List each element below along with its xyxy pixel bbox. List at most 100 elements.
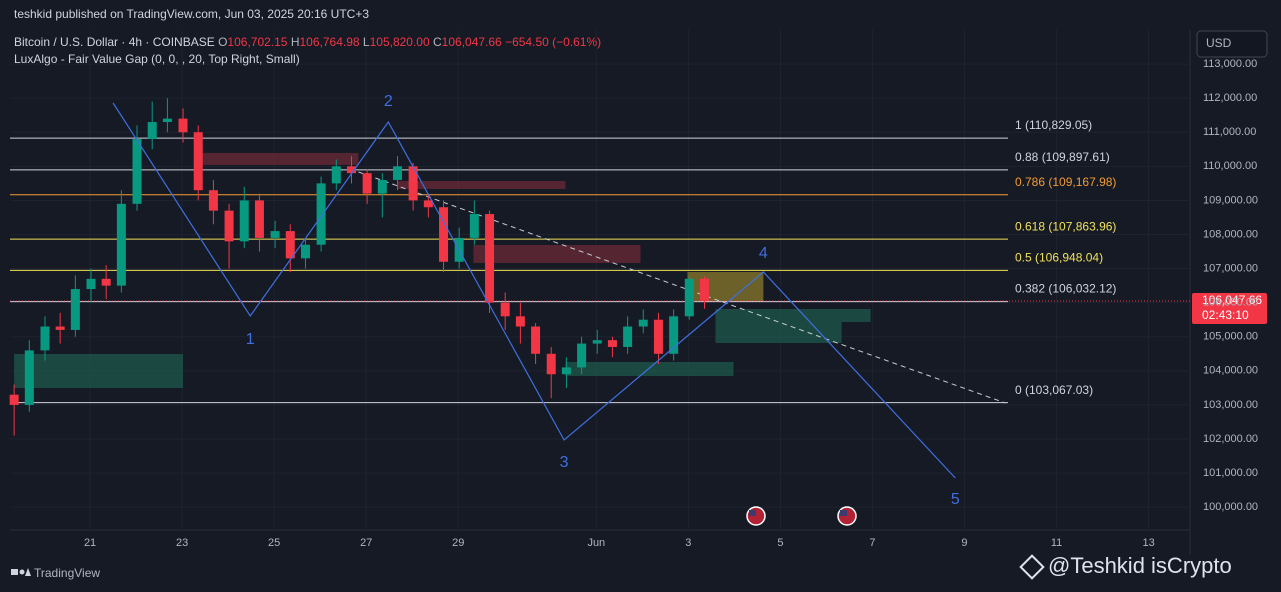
published-line: teshkid published on TradingView.com, Ju… bbox=[14, 7, 370, 21]
fib-label: 0.618 (107,863.96) bbox=[1015, 219, 1116, 233]
event-flag[interactable] bbox=[837, 506, 857, 526]
ohlc-value: 106,047.66 bbox=[441, 35, 502, 49]
candle-body bbox=[423, 200, 433, 208]
candle-body bbox=[331, 166, 341, 184]
y-tick-label: 104,000.00 bbox=[1203, 365, 1258, 377]
x-tick-label: 29 bbox=[452, 537, 464, 549]
candle-body bbox=[638, 319, 648, 327]
candle-body bbox=[623, 326, 633, 347]
symbol: Bitcoin / U.S. Dollar · 4h · COINBASE bbox=[14, 35, 215, 49]
y-tick-label: 102,000.00 bbox=[1203, 433, 1258, 445]
grid bbox=[10, 30, 1190, 530]
ohlc-key: C bbox=[433, 35, 442, 49]
candle-body bbox=[316, 183, 326, 245]
symbol-line: Bitcoin / U.S. Dollar · 4h · COINBASE O 1… bbox=[14, 35, 601, 49]
fvg-zone bbox=[197, 152, 359, 165]
fib-label: 0.786 (109,167.98) bbox=[1015, 175, 1116, 189]
ohlc-key: L bbox=[362, 35, 370, 49]
candle-body bbox=[300, 244, 310, 259]
currency-button[interactable] bbox=[1196, 30, 1268, 58]
fvg-zone bbox=[565, 362, 734, 377]
candle-body bbox=[346, 166, 356, 174]
fib-label: 0.5 (106,948.04) bbox=[1015, 251, 1103, 265]
y-tick-label: 106,000.00 bbox=[1203, 297, 1258, 309]
y-tick-label: 105,000.00 bbox=[1203, 331, 1258, 343]
x-tick-label: 7 bbox=[869, 537, 875, 549]
candle-body bbox=[254, 200, 264, 238]
candle-body bbox=[101, 278, 111, 286]
x-tick-label: 25 bbox=[268, 537, 280, 549]
ohlc-key: H bbox=[290, 35, 300, 49]
wave-line bbox=[112, 102, 956, 479]
candle-body bbox=[40, 326, 50, 351]
wave-label: 3 bbox=[560, 454, 569, 471]
candle-body bbox=[515, 316, 525, 327]
y-tick-label: 110,000.00 bbox=[1203, 160, 1257, 172]
candle-body bbox=[208, 190, 218, 211]
candle-body bbox=[592, 340, 602, 344]
candle-body bbox=[178, 118, 188, 133]
y-tick-label: 107,000.00 bbox=[1203, 262, 1258, 274]
y-tick-label: 101,000.00 bbox=[1203, 467, 1258, 479]
candle-body bbox=[469, 214, 479, 238]
x-tick-label: 23 bbox=[176, 537, 188, 549]
fib-label: 0 (103,067.03) bbox=[1015, 383, 1093, 397]
candle-body bbox=[561, 367, 571, 375]
tradingview-logo bbox=[11, 568, 31, 576]
x-tick-label: 27 bbox=[360, 537, 372, 549]
candle-body bbox=[239, 200, 249, 242]
event-flag[interactable] bbox=[746, 506, 766, 526]
fib-label: 1 (110,829.05) bbox=[1015, 118, 1092, 132]
x-tick-label: 3 bbox=[685, 537, 691, 549]
candle-body bbox=[55, 326, 65, 330]
fvg-zone bbox=[687, 271, 764, 302]
wave-label: 4 bbox=[759, 245, 768, 262]
ohlc-value: 106,764.98 bbox=[299, 35, 360, 49]
indicator-line: LuxAlgo - Fair Value Gap (0, 0, , 20, To… bbox=[14, 52, 300, 66]
y-tick-label: 108,000.00 bbox=[1203, 228, 1258, 240]
y-tick-label: 113,000.00 bbox=[1203, 58, 1257, 70]
candle-body bbox=[362, 173, 372, 194]
candle-body bbox=[224, 210, 234, 242]
candle-body bbox=[485, 214, 495, 303]
x-tick-label: 21 bbox=[84, 537, 96, 549]
candle-body bbox=[193, 132, 203, 191]
fvg-zone bbox=[397, 180, 566, 189]
fvg-zone bbox=[473, 244, 641, 263]
plot: 1 (110,829.05) 0.88 (109,897.61) 0.786 (10… bbox=[9, 93, 1190, 508]
fvg-zone bbox=[14, 353, 184, 388]
change: −654.50 (−0.61%) bbox=[505, 35, 602, 49]
y-tick-label: 103,000.00 bbox=[1203, 399, 1258, 411]
candle-body bbox=[684, 278, 694, 317]
candle-body bbox=[531, 326, 541, 354]
candle-body bbox=[439, 207, 449, 262]
x-tick-label: 9 bbox=[961, 537, 967, 549]
wave-label: 5 bbox=[951, 491, 960, 508]
wave-label: 2 bbox=[384, 93, 393, 110]
candle-body bbox=[147, 122, 157, 140]
ohlc-value: 105,820.00 bbox=[369, 35, 430, 49]
candle-body bbox=[70, 289, 80, 330]
y-tick-label: 100,000.00 bbox=[1203, 501, 1258, 513]
candle-body bbox=[607, 340, 617, 347]
candle-body bbox=[24, 350, 34, 405]
candle-body bbox=[393, 166, 403, 180]
candle-body bbox=[162, 118, 172, 123]
candle-body bbox=[116, 203, 126, 286]
ohlc-key: O bbox=[218, 35, 228, 49]
watermark-icon bbox=[1019, 554, 1045, 580]
candle-body bbox=[285, 231, 295, 259]
x-tick-label: 5 bbox=[777, 537, 783, 549]
trendline bbox=[358, 171, 1006, 404]
y-tick-label: 109,000.00 bbox=[1203, 194, 1258, 206]
fvg-zone bbox=[715, 308, 871, 322]
price-tag-value: 106,047.66 bbox=[1202, 293, 1262, 307]
candle-body bbox=[377, 179, 387, 194]
footer-brand: TradingView bbox=[34, 566, 100, 580]
candle-body bbox=[653, 319, 663, 354]
fib-label: 0.88 (109,897.61) bbox=[1015, 150, 1110, 164]
candle-body bbox=[270, 231, 280, 238]
